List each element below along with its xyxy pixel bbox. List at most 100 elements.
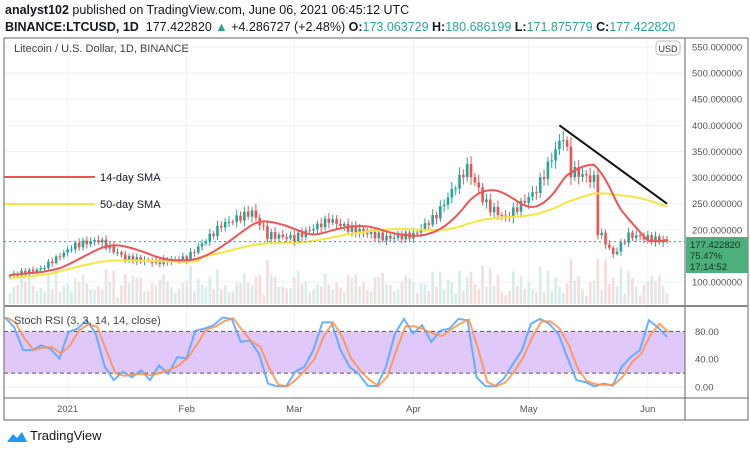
candle-body [116,252,119,254]
bar-countdown: 17:14:52 [690,262,727,273]
open-value: 173.063729 [362,20,429,34]
volume-bar [81,274,85,304]
volume-bar [269,274,273,304]
volume-bar [193,291,196,304]
volume-bar [412,282,415,304]
volume-bar [143,291,146,304]
candle-body [131,256,135,262]
currency-label: USD [658,44,678,54]
candle-body [339,223,342,226]
candle-body [485,199,488,203]
tradingview-brand[interactable]: TradingView [30,428,102,443]
candle-body [97,240,100,243]
volume-bar [50,289,54,304]
candle-body [300,232,304,237]
price-tick-label: 350.000000 [692,147,742,158]
candle-body [100,239,104,243]
volume-bar [358,285,361,304]
candle-body [323,218,327,228]
candle-body [39,268,43,270]
candle-body [193,251,196,253]
candle-body [342,223,346,226]
candle-body [558,140,561,150]
volume-bar [512,271,515,304]
candle-body [550,160,554,162]
candle-body [296,232,300,242]
candle-body [561,140,565,142]
volume-bar [446,279,450,304]
usd-badge[interactable]: USD [655,40,681,56]
volume-bar [558,286,561,304]
volume-bar [542,291,546,304]
candle-body [611,247,615,255]
candle-body [592,174,596,183]
volume-bar [646,281,650,304]
candle-body [634,235,638,238]
candle-body [642,236,646,240]
candle-body [439,206,442,219]
volume-bar [147,290,150,304]
price-tick-label: 500.000000 [692,69,742,80]
volume-bar [431,271,434,304]
volume-bar [185,280,189,304]
candle-body [542,177,546,180]
volume-bar [212,289,215,304]
candle-body [62,252,66,257]
volume-bar [70,291,73,304]
candle-body [47,261,50,268]
candle-body [208,233,212,242]
candle-body [327,218,331,223]
volume-bar [435,287,438,304]
volume-bar [473,283,477,304]
candle-body [308,230,311,232]
candle-body [488,199,492,213]
candle-body [366,232,369,235]
candle-body [220,225,223,228]
candle-body [462,175,465,178]
author[interactable]: analyst102 [5,3,69,17]
volume-bar [396,289,400,304]
close-value: 177.422820 [609,20,676,34]
volume-bar [123,274,127,304]
volume-bar [62,285,66,304]
candle-body [89,241,92,245]
candle-body [235,215,238,222]
volume-bar [561,292,565,304]
volume-bar [450,282,454,304]
volume-bar [293,277,296,304]
last-price-value: 177.422820 [690,240,740,251]
volume-bar [585,295,588,304]
candle-body [216,225,219,236]
volume-bar [58,292,62,304]
volume-bar [454,293,457,304]
candle-body [358,228,361,234]
publish-text: published on TradingView.com, June 06, 2… [68,3,410,17]
candle-body [446,197,450,205]
volume-bar [135,277,139,304]
high-value: 180.686199 [445,20,512,34]
candle-body [50,261,54,264]
candle-body [627,232,630,243]
volume-bar [200,284,204,304]
candle-body [346,223,350,232]
volume-bar [496,275,500,304]
volume-bar [581,288,584,304]
candle-body [650,235,653,243]
volume-bar [162,274,165,304]
volume-bar [112,270,116,304]
candle-body [604,232,607,245]
volume-bar [74,278,77,304]
candle-body [331,219,335,223]
volume-bar [404,275,408,304]
volume-bar [600,289,603,304]
volume-bar [181,282,185,304]
volume-bar [638,295,642,304]
volume-bar [569,259,573,304]
volume-bar [108,281,112,304]
volume-bar [239,283,242,304]
volume-bar [166,281,169,304]
volume-bar [527,282,530,304]
price-tick-label: 250.000000 [692,199,742,210]
